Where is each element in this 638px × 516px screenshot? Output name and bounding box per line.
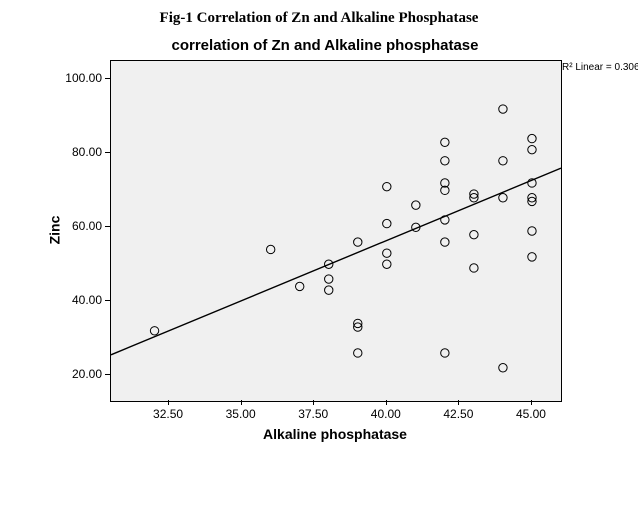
points-layer [111, 61, 561, 401]
data-point [383, 249, 391, 257]
data-point [499, 105, 507, 113]
data-point [528, 253, 536, 261]
data-point [499, 194, 507, 202]
data-point [470, 264, 478, 272]
data-point [354, 319, 362, 327]
data-point [470, 194, 478, 202]
data-point [528, 145, 536, 153]
x-tick-mark [313, 400, 314, 405]
y-tick-label: 20.00 [60, 367, 102, 381]
data-point [354, 238, 362, 246]
data-point [383, 219, 391, 227]
x-axis-label: Alkaline phosphatase [110, 426, 560, 442]
x-tick-label: 37.50 [298, 407, 328, 421]
plot-area [110, 60, 562, 402]
data-point [499, 157, 507, 165]
data-point [383, 182, 391, 190]
data-point [383, 260, 391, 268]
y-tick-label: 80.00 [60, 145, 102, 159]
y-tick-mark [105, 78, 110, 79]
x-tick-mark [531, 400, 532, 405]
x-tick-label: 45.00 [516, 407, 546, 421]
data-point [528, 194, 536, 202]
y-tick-label: 40.00 [60, 293, 102, 307]
data-point [296, 282, 304, 290]
x-tick-mark [458, 400, 459, 405]
data-point [528, 134, 536, 142]
y-tick-mark [105, 300, 110, 301]
data-point [325, 275, 333, 283]
x-tick-label: 35.00 [226, 407, 256, 421]
data-point [266, 245, 274, 253]
data-point [150, 327, 158, 335]
data-point [354, 323, 362, 331]
y-tick-mark [105, 152, 110, 153]
trendline [111, 168, 561, 355]
chart-title: correlation of Zn and Alkaline phosphata… [40, 37, 610, 54]
data-point [470, 230, 478, 238]
data-point [528, 197, 536, 205]
x-tick-label: 32.50 [153, 407, 183, 421]
x-tick-mark [168, 400, 169, 405]
x-tick-label: 42.50 [443, 407, 473, 421]
x-tick-mark [386, 400, 387, 405]
data-point [441, 157, 449, 165]
data-point [470, 190, 478, 198]
data-point [412, 201, 420, 209]
plot-outer: R² Linear = 0.306 Zinc Alkaline phosphat… [40, 60, 610, 450]
x-tick-mark [241, 400, 242, 405]
data-point [528, 227, 536, 235]
y-tick-mark [105, 226, 110, 227]
scatter-chart: correlation of Zn and Alkaline phosphata… [40, 37, 610, 477]
data-point [441, 138, 449, 146]
data-point [354, 349, 362, 357]
y-tick-label: 100.00 [60, 71, 102, 85]
figure-title: Fig-1 Correlation of Zn and Alkaline Pho… [0, 0, 638, 37]
data-point [499, 364, 507, 372]
y-tick-label: 60.00 [60, 219, 102, 233]
data-point [441, 349, 449, 357]
data-point [441, 238, 449, 246]
r2-label: R² Linear = 0.306 [562, 62, 638, 73]
y-tick-mark [105, 374, 110, 375]
data-point [325, 286, 333, 294]
x-tick-label: 40.00 [371, 407, 401, 421]
